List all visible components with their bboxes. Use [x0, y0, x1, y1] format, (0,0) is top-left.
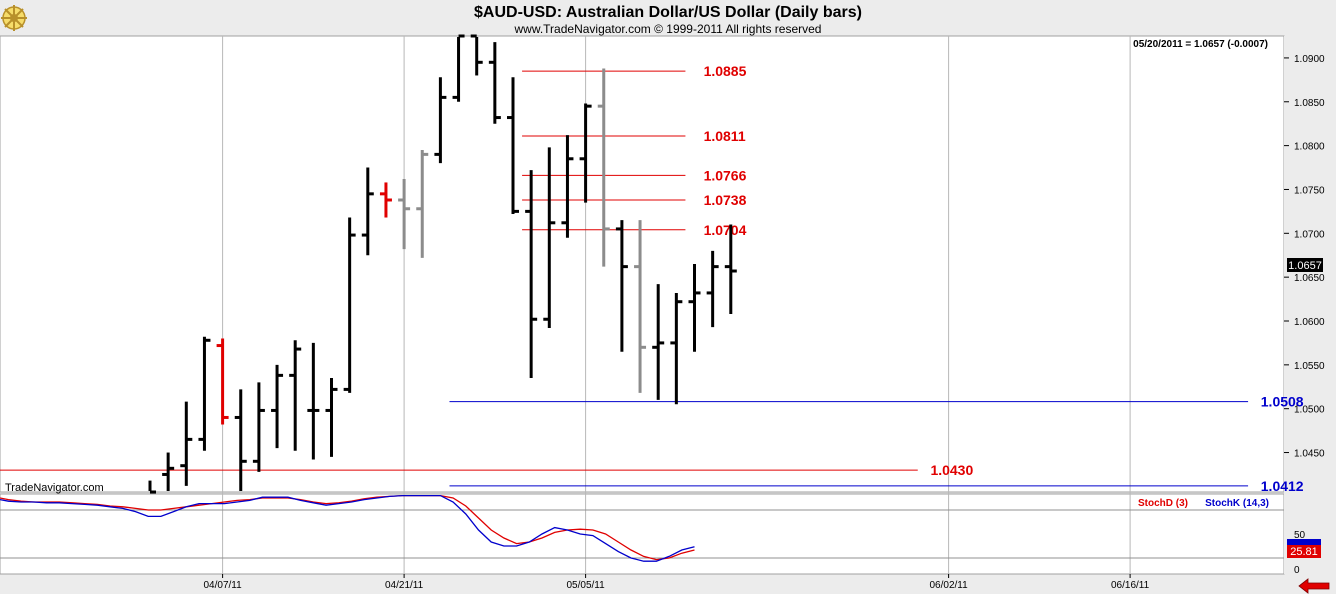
- stoch-line: [0, 494, 695, 561]
- ohlc-bar: [162, 452, 175, 491]
- vertical-gridlines: [222, 36, 1131, 574]
- ohlc-bar: [670, 292, 683, 405]
- ohlc-bar: [724, 224, 737, 314]
- price-tick-label: 1.0700: [1294, 229, 1325, 240]
- ohlc-bar: [543, 147, 556, 329]
- watermark-label: TradeNavigator.com: [5, 482, 104, 494]
- price-axis: 1.0450 1.0500 1.0550 1.0600 1.0650 1.0700 1.07…: [1284, 54, 1325, 460]
- chart-title: $AUD-USD: Australian Dollar/US Dollar (D…: [474, 4, 862, 21]
- date-tick-label: 06/02/11: [930, 580, 969, 591]
- ohlc-bar: [398, 178, 411, 250]
- ohlc-bar: [579, 103, 592, 203]
- stoch-k-value-tag-bg: [1287, 539, 1321, 545]
- stoch-tick-label: 50: [1294, 530, 1306, 541]
- ohlc-bar: [525, 170, 538, 378]
- price-tick-label: 1.0450: [1294, 449, 1325, 460]
- price-axis-panel: [1284, 36, 1336, 574]
- ohlc-bar: [216, 338, 229, 425]
- ohlc-bar: [343, 217, 356, 393]
- ohlc-bar: [470, 34, 483, 76]
- stoch-value-tag-bg: [1287, 543, 1321, 558]
- price-tick-label: 1.0850: [1294, 98, 1325, 109]
- copyright-subtitle: www.TradeNavigator.com © 1999-2011 All r…: [514, 22, 822, 36]
- ohlc-bar: [180, 401, 193, 486]
- level-label: 1.0885: [704, 63, 747, 79]
- price-tick-label: 1.0750: [1294, 185, 1325, 196]
- stoch-k-legend: StochK (14,3): [1205, 498, 1269, 509]
- ohlc-bar: [416, 150, 429, 258]
- level-label: 1.0430: [930, 462, 973, 478]
- red-left-arrow-icon[interactable]: [1298, 578, 1330, 594]
- level-label: 1.0704: [704, 222, 747, 238]
- date-tick-label: 04/07/11: [204, 580, 243, 591]
- ohlc-bar: [379, 182, 392, 218]
- level-label: 1.0738: [704, 192, 747, 208]
- date-tick-label: 05/05/11: [567, 580, 606, 591]
- level-label: 1.0766: [704, 167, 747, 183]
- ohlc-bar: [434, 77, 447, 164]
- stoch-line: [0, 494, 695, 562]
- ohlc-bar: [488, 42, 501, 124]
- ohlc-bar: [289, 340, 302, 451]
- ohlc-bar: [452, 34, 465, 102]
- stoch-d-legend: StochD (3): [1138, 498, 1188, 509]
- ship-wheel-logo-icon[interactable]: [1, 5, 27, 31]
- stoch-tick-label: 0: [1294, 565, 1300, 576]
- ohlc-bar: [198, 336, 211, 451]
- ohlc-bar: [634, 220, 647, 393]
- price-tick-label: 1.0550: [1294, 361, 1325, 372]
- support-resistance-levels: 1.0885 1.0811 1.0766 1.0738 1.0704 1.0508 1.04…: [0, 63, 1304, 494]
- level-label: 1.0811: [704, 128, 746, 144]
- price-plot-area: [0, 35, 1285, 493]
- ohlc-bar: [597, 68, 610, 267]
- last-price-readout: 05/20/2011 = 1.0657 (-0.0007): [1133, 39, 1268, 50]
- stochastic-panel: 0 50: [0, 494, 1306, 576]
- price-bars: [148, 34, 737, 494]
- price-tick-label: 1.0650: [1294, 273, 1325, 284]
- price-tick-label: 1.0500: [1294, 405, 1325, 416]
- ohlc-bar: [148, 480, 156, 494]
- stoch-value-tag: 25.81: [1290, 546, 1318, 558]
- ohlc-bar: [234, 389, 247, 491]
- ohlc-bar: [652, 284, 665, 400]
- price-tick-label: 1.0600: [1294, 317, 1325, 328]
- date-tick-label: 04/21/11: [385, 580, 424, 591]
- ohlc-bar: [307, 342, 320, 460]
- price-tick-label: 1.0900: [1294, 54, 1325, 65]
- last-price-tag-bg: [1287, 258, 1323, 272]
- level-label: 1.0412: [1261, 478, 1304, 494]
- price-tick-label: 1.0800: [1294, 142, 1325, 153]
- ohlc-bar: [615, 220, 628, 352]
- date-axis: 04/07/11 04/21/11 05/05/11 06/02/11 06/16/11: [204, 574, 1150, 591]
- ohlc-bar: [361, 167, 374, 256]
- ohlc-bar: [561, 135, 574, 238]
- ohlc-bar: [706, 250, 719, 328]
- ohlc-bar: [252, 382, 265, 472]
- ohlc-bar: [325, 378, 338, 457]
- level-label: 1.0508: [1261, 394, 1304, 410]
- ohlc-bar: [271, 364, 284, 449]
- ohlc-bar: [507, 77, 519, 215]
- date-tick-label: 06/16/11: [1111, 580, 1150, 591]
- last-price-tag: 1.0657: [1288, 260, 1322, 272]
- ohlc-bar: [688, 264, 701, 352]
